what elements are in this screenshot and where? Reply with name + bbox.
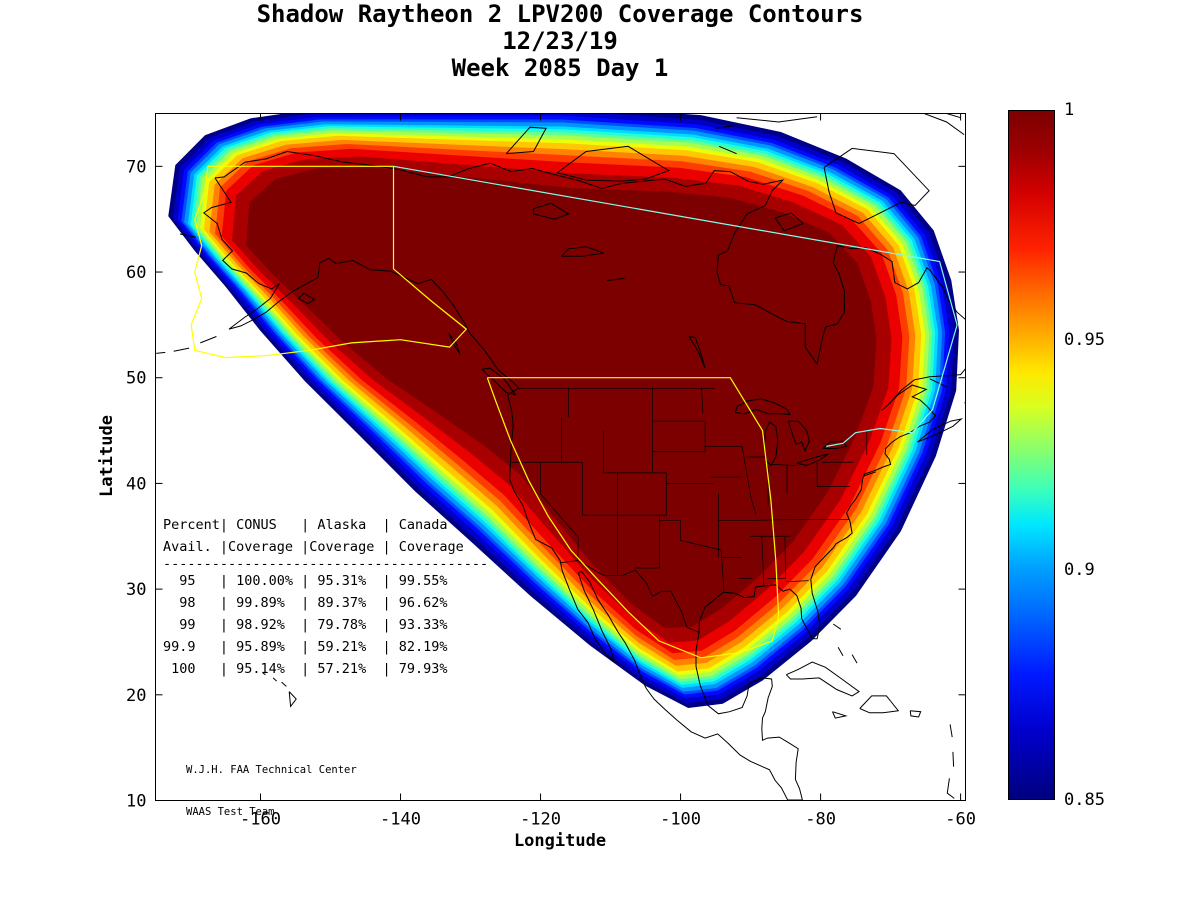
colorbar-label-085: 0.85 <box>1064 790 1105 810</box>
table-line: 98 | 99.89% | 89.37% | 96.62% <box>163 595 448 611</box>
y-tick-label: 50 <box>126 369 146 389</box>
x-tick-label: -60 <box>945 810 976 830</box>
y-tick-label: 70 <box>126 157 146 177</box>
x-tick-label: -100 <box>660 810 701 830</box>
credit-text: W.J.H. FAA Technical Center WAAS Test Te… <box>186 735 357 847</box>
y-tick-label: 30 <box>126 580 146 600</box>
chart-title-block: Shadow Raytheon 2 LPV200 Coverage Contou… <box>155 1 965 82</box>
chart-week: Week 2085 Day 1 <box>451 54 669 82</box>
alaska-fir-boundary <box>190 165 468 359</box>
y-tick-label: 40 <box>126 474 146 494</box>
credit-line1: W.J.H. FAA Technical Center <box>186 764 357 776</box>
colorbar <box>1008 110 1055 800</box>
tick-labels: -160 -140 -120 -100 -80 -60 70 60 50 40 30 20 10 <box>126 157 976 829</box>
chart-title: Shadow Raytheon 2 LPV200 Coverage Contou… <box>256 0 864 28</box>
table-line: 99 | 98.92% | 79.78% | 93.33% <box>163 617 448 633</box>
x-tick-label: -80 <box>805 810 836 830</box>
x-axis-label: Longitude <box>513 831 607 851</box>
x-tick-label: -160 <box>240 810 281 830</box>
y-tick-label: 60 <box>126 263 146 283</box>
chart-date: 12/23/19 <box>502 27 618 55</box>
y-tick-label: 10 <box>126 792 146 812</box>
state-borders <box>511 387 868 633</box>
y-axis-label: Latitude <box>97 415 117 497</box>
y-tick-label: 20 <box>126 686 146 706</box>
table-separator: ---------------------------------------- <box>163 556 489 572</box>
plot-frame <box>155 113 966 801</box>
colorbar-label-09: 0.9 <box>1064 560 1095 580</box>
fir-boundaries <box>190 165 958 659</box>
x-tick-label: -140 <box>380 810 421 830</box>
axis-ticks <box>155 113 966 801</box>
conus-fir-boundary <box>486 377 780 659</box>
canada-fir-boundary <box>393 165 958 447</box>
contour-bands <box>168 113 960 709</box>
colorbar-label-1: 1 <box>1064 100 1075 120</box>
mexico-border <box>560 560 699 633</box>
credit-line2: WAAS Test Team <box>186 806 275 818</box>
x-tick-label: -120 <box>520 810 561 830</box>
table-line: Avail. |Coverage |Coverage | Coverage <box>163 539 464 555</box>
table-line: 95 | 100.00% | 95.31% | 99.55% <box>163 573 448 589</box>
table-line: 99.9 | 95.89% | 59.21% | 82.19% <box>163 639 448 655</box>
coverage-table: Percent| CONUS | Alaska | Canada Avail. |… <box>163 514 488 680</box>
colorbar-label-095: 0.95 <box>1064 330 1105 350</box>
table-line: 100 | 95.14% | 57.21% | 79.93% <box>163 661 448 677</box>
table-line: Percent| CONUS | Alaska | Canada <box>163 517 448 533</box>
